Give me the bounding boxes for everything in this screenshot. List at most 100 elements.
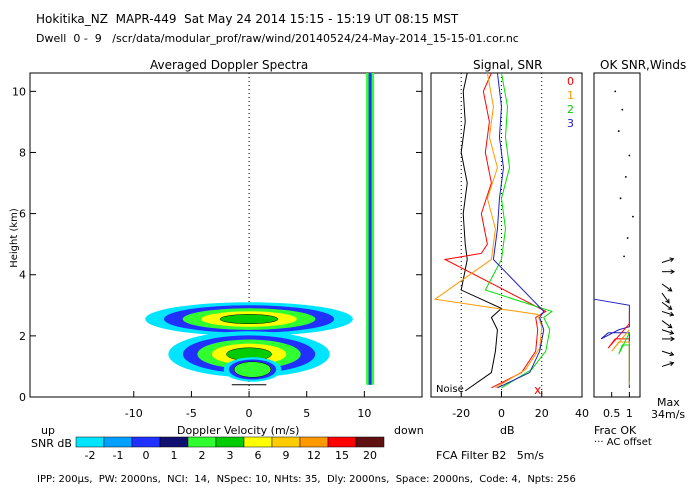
frac-ok-series (593, 298, 630, 388)
colorbar-swatch (187, 436, 217, 448)
signal-xtick-label: 40 (575, 407, 589, 420)
ac-offset-dot (626, 237, 629, 239)
noise-strip-core (368, 73, 372, 385)
ac-offset-dot (632, 215, 634, 218)
frac-ok-series (618, 332, 630, 382)
winds-title: OK SNR,Winds (600, 58, 687, 72)
ac-offset-label: ··· AC offset (594, 437, 652, 448)
max-speed-label: 34m/s (651, 408, 686, 421)
spectra-xtick-label: -5 (186, 407, 197, 420)
legend-1: 1 (567, 89, 574, 102)
wind-arrow (661, 301, 673, 310)
wind-arrow-head (669, 311, 675, 317)
wind-arrow-head (669, 330, 675, 335)
colorbar-swatch (75, 436, 105, 448)
spectra-panel: 0 2 4 6 8 10 -10 -5 0 5 10 (12, 72, 423, 420)
frac-ok-series (607, 311, 630, 388)
wind-arrow (661, 258, 674, 263)
colorbar-swatch (355, 436, 385, 448)
ac-offset-dot (623, 255, 625, 258)
signal-series-0 (443, 72, 547, 389)
colorbar-swatch (103, 436, 133, 448)
colorbar-tick-label: 2 (199, 449, 206, 462)
legend-0: 0 (567, 75, 574, 88)
noise-label: Noise (436, 384, 464, 395)
footer-params: IPP: 200µs, PW: 2000ns, NCI: 14, NSpec: … (37, 474, 576, 485)
snr-colorbar: -2 -1 0 1 2 3 6 9 12 15 20 (75, 436, 385, 462)
spectra-ytick-label: 4 (19, 269, 26, 282)
winds-xtick-label: 0.5 (603, 407, 621, 420)
max-label: Max (657, 396, 680, 409)
signal-frame (430, 72, 583, 398)
wind-arrow (661, 362, 674, 367)
colorbar-swatch (271, 436, 301, 448)
colorbar-tick-label: 20 (363, 449, 377, 462)
colorbar-tick-label: -1 (113, 449, 124, 462)
signal-series-3 (492, 72, 545, 389)
colorbar-tick-label: 3 (227, 449, 234, 462)
colorbar-swatch (243, 436, 273, 448)
wind-arrow-head (669, 351, 675, 357)
spectra-frame (29, 72, 423, 398)
height-axis-label: Height (km) (8, 208, 20, 268)
wind-arrow (661, 310, 674, 316)
header-line-2: Dwell 0 - 9 /scr/data/modular_prof/raw/w… (36, 32, 519, 45)
winds-xtick-label: 1 (626, 407, 633, 420)
spectra-ytick-label: 0 (19, 391, 26, 404)
db-axis-label: dB (500, 424, 515, 437)
wind-arrow-head (665, 298, 670, 304)
signal-series-signal (460, 72, 503, 392)
colorbar-tick-label: 9 (283, 449, 290, 462)
wind-arrow-head (669, 257, 675, 263)
wind-arrow-head (667, 305, 673, 310)
colorbar-tick-label: -2 (85, 449, 96, 462)
legend-2: 2 (567, 103, 574, 116)
colorbar-swatch (159, 436, 189, 448)
wind-arrow-head (667, 287, 673, 292)
wind-arrow-head (669, 361, 675, 367)
colorbar-label: SNR dB (31, 437, 72, 450)
up-label: up (41, 424, 55, 437)
signal-title: Signal, SNR (473, 58, 543, 72)
ac-offset-dot (628, 154, 631, 157)
spectra-xtick-label: -10 (125, 407, 143, 420)
ac-offset-dot (624, 176, 627, 178)
spectra-ytick-label: 10 (12, 85, 26, 98)
colorbar-tick-label: 12 (307, 449, 321, 462)
winds-frame (593, 72, 641, 398)
wind-arrow (661, 320, 673, 329)
spectra-ytick-label: 6 (19, 208, 26, 221)
spectra-xtick-label: 10 (357, 407, 371, 420)
spectra-blob-level (233, 361, 272, 378)
signal-xtick-label: 20 (535, 407, 549, 420)
down-label: down (394, 424, 424, 437)
wind-arrow-head (670, 336, 675, 342)
wind-arrow (661, 292, 670, 304)
signal-xtick-label: 0 (498, 407, 505, 420)
wind-arrow (661, 283, 673, 292)
filter-label: FCA Filter B2 5m/s (436, 449, 544, 462)
spectra-blob-level (219, 314, 279, 325)
colorbar-tick-label: 15 (335, 449, 349, 462)
signal-series-2 (484, 72, 553, 389)
colorbar-tick-label: 0 (143, 449, 150, 462)
header-line-1: Hokitika_NZ MAPR-449 Sat May 24 2014 15:… (36, 12, 459, 26)
colorbar-swatch (327, 436, 357, 448)
wind-arrow-head (667, 323, 673, 329)
wind-arrow-head (670, 269, 675, 275)
ac-offset-dot (619, 197, 622, 200)
noise-marker: x (534, 383, 541, 397)
signal-xtick-label: -20 (452, 407, 470, 420)
wind-arrow (661, 350, 674, 356)
signal-series-1 (433, 72, 543, 389)
colorbar-tick-label: 6 (255, 449, 262, 462)
signal-panel: -20 0 20 40x (430, 72, 589, 420)
spectra-xtick-label: 0 (246, 407, 253, 420)
wind-arrow (661, 329, 674, 334)
frac-ok-label: Frac OK (594, 424, 637, 437)
colorbar-swatch (215, 436, 245, 448)
colorbar-swatch (131, 436, 161, 448)
spectra-title: Averaged Doppler Spectra (150, 58, 309, 72)
colorbar-tick-label: 1 (171, 449, 178, 462)
